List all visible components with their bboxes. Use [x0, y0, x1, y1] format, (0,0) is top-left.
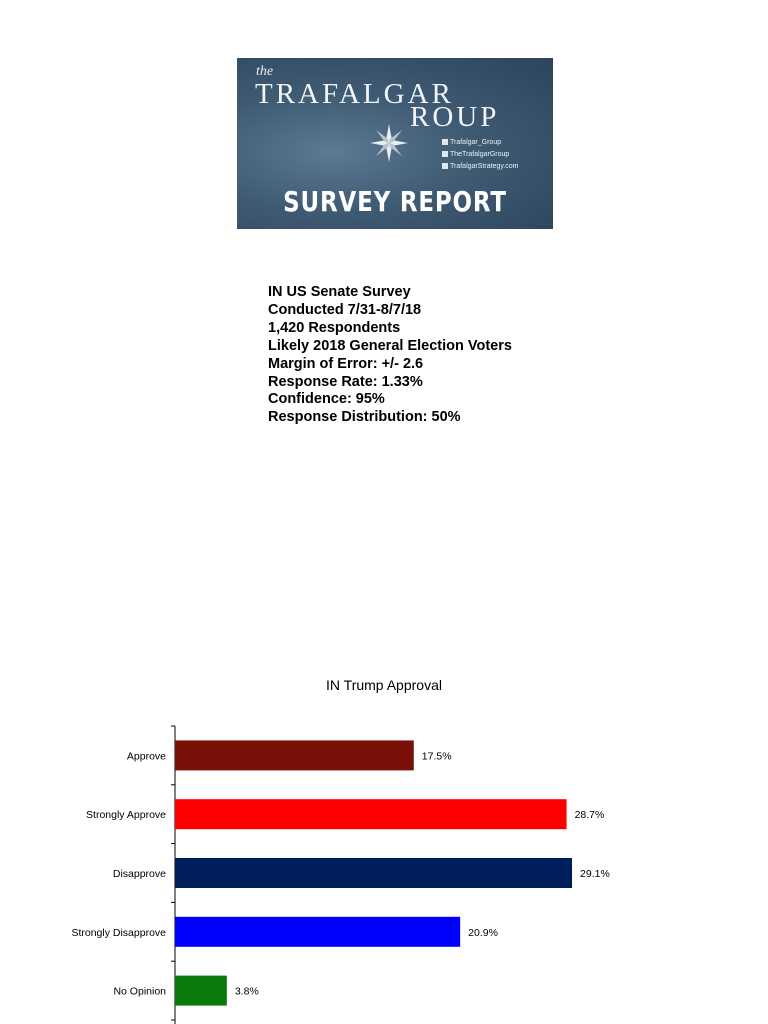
- data-label: 28.7%: [575, 809, 605, 821]
- survey-info-line: Confidence: 95%: [268, 391, 385, 408]
- survey-info-line: 1,420 Respondents: [268, 319, 401, 336]
- banner-brand-line1: TRAFALGAR: [255, 78, 454, 110]
- banner-social-twitter: Trafalgar_Group: [442, 139, 501, 146]
- data-label: 20.9%: [468, 927, 498, 939]
- survey-info-line: IN US Senate Survey: [268, 284, 411, 300]
- bar-strongly-disapprove: [175, 916, 461, 947]
- survey-info-block: IN US Senate Survey Conducted 7/31-8/7/1…: [268, 284, 512, 427]
- banner-social-web: TrafalgarStrategy.com: [442, 163, 518, 170]
- web-icon: [442, 163, 448, 169]
- banner-brand-line2: ROUP: [410, 101, 500, 133]
- survey-info-line: Response Distribution: 50%: [268, 409, 461, 426]
- bar-approve: [175, 740, 414, 771]
- category-label: No Opinion: [113, 986, 166, 998]
- data-label: 29.1%: [580, 868, 610, 880]
- survey-info-line: Response Rate: 1.33%: [268, 373, 423, 390]
- category-label: Strongly Disapprove: [71, 927, 166, 939]
- data-label: 17.5%: [422, 750, 452, 762]
- approval-bar-chart: Approve 17.5% Strongly Approve 28.7% Disappr…: [71, 725, 610, 1024]
- category-label: Disapprove: [113, 868, 166, 880]
- bar-disapprove: [175, 858, 573, 888]
- survey-info-line: Likely 2018 General Election Voters: [268, 337, 512, 354]
- survey-info-line: Conducted 7/31-8/7/18: [268, 301, 422, 318]
- twitter-icon: [442, 139, 448, 145]
- facebook-icon: [442, 151, 448, 157]
- banner-social-facebook: TheTrafalgarGroup: [442, 151, 509, 158]
- data-label: 3.8%: [235, 986, 259, 998]
- chart-title: IN Trump Approval: [326, 677, 442, 693]
- bar-no-opinion: [175, 975, 227, 1006]
- category-label: Approve: [127, 750, 166, 762]
- bar-strongly-approve: [175, 799, 567, 830]
- survey-info-line: Margin of Error: +/- 2.6: [268, 355, 424, 372]
- banner-survey-report-label: SURVEY REPORT: [283, 185, 507, 218]
- trafalgar-survey-report-banner: the TRAFALGAR ROUP Trafalgar_Group TheTr…: [237, 58, 553, 229]
- compass-rose-icon: [370, 124, 408, 162]
- category-label: Strongly Approve: [86, 809, 166, 821]
- banner-the-text: the: [256, 64, 274, 79]
